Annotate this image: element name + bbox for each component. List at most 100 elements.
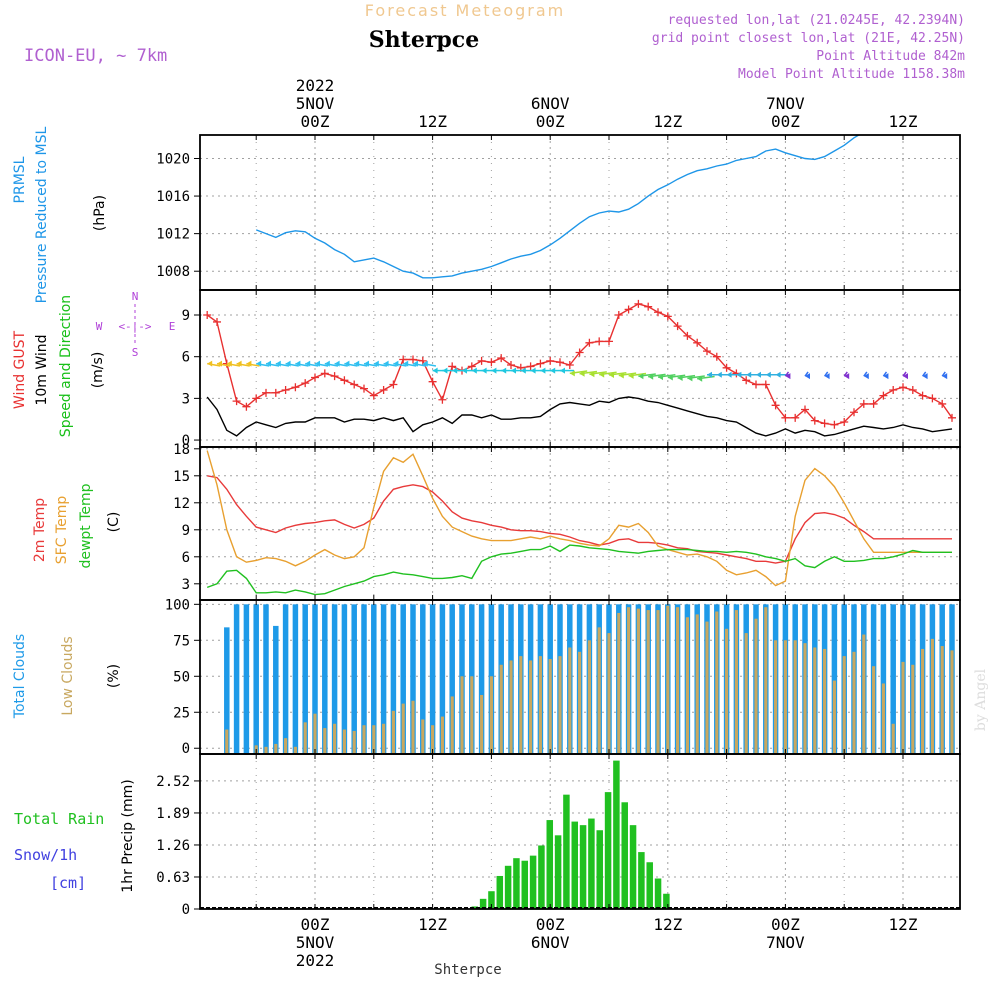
- bottom-time-label: 00Z: [301, 915, 330, 934]
- wind-arrow-head: [334, 360, 340, 367]
- model-altitude: Model Point Altitude 1158.38m: [738, 67, 965, 82]
- wind-arrow-head: [226, 360, 232, 367]
- cloud-bar-total: [341, 604, 348, 754]
- wind-arrow-head: [824, 373, 830, 380]
- wind-arrow-head: [364, 360, 369, 367]
- cloud-bar-low: [391, 710, 395, 754]
- cloud-bar-low: [881, 683, 885, 754]
- cloud-bar-total: [449, 604, 455, 754]
- wind-arrow-head: [785, 373, 791, 380]
- cloud-bar-total: [351, 604, 357, 754]
- wind-arrow-head: [599, 371, 605, 378]
- wind-arrow-head: [560, 367, 565, 374]
- pressure-unit: (hPa): [92, 195, 108, 231]
- cloud-bar-low: [587, 640, 591, 754]
- cloud-bar-total: [390, 604, 397, 754]
- wind-arrow-head: [658, 374, 663, 381]
- precip-bar: [479, 898, 487, 909]
- cloud-bar-low: [489, 676, 493, 754]
- cloud-bar-low: [352, 730, 356, 754]
- compass-s: S: [132, 346, 139, 359]
- gust-marker: [369, 391, 378, 400]
- precip-bar: [521, 860, 529, 909]
- cloud-bar-low: [597, 627, 601, 754]
- y-tick-label: 0.63: [156, 870, 190, 886]
- compass-n: N: [132, 290, 139, 303]
- sfc-label: SFC Temp: [54, 496, 70, 565]
- gust-marker: [781, 413, 790, 422]
- wind-direction-arrow: [843, 371, 848, 377]
- gust-marker: [526, 362, 535, 371]
- wind-arrow-head: [511, 367, 516, 374]
- precip-bar: [646, 862, 653, 909]
- precip-bar: [588, 818, 595, 909]
- top-time-label: 6NOV: [531, 94, 570, 113]
- snow-label: Snow/1h: [14, 846, 77, 864]
- precip-bar: [504, 865, 512, 909]
- cloud-bar-total: [224, 627, 230, 754]
- cloud-bar-low: [382, 723, 386, 754]
- cloud-bar-low: [440, 716, 444, 754]
- precip-bar: [629, 825, 637, 909]
- cloud-bar-low: [617, 612, 621, 754]
- series-line-10m-wind: [206, 396, 953, 437]
- bottom-time-label: 5NOV: [296, 933, 335, 952]
- wind-arrow-head: [491, 367, 497, 374]
- dew-label: dewpt Temp: [78, 483, 94, 568]
- y-tick-label: 3: [182, 577, 190, 593]
- cloud-bar-low: [666, 605, 670, 754]
- wind-arrow-head: [354, 360, 360, 367]
- y-tick-label: 25: [173, 705, 190, 721]
- gust-marker: [654, 308, 662, 317]
- wind-arrow-head: [246, 360, 252, 367]
- cloud-bar-total: [420, 604, 426, 754]
- wind-arrow-head: [677, 374, 683, 381]
- cloud-bar-low: [284, 738, 288, 754]
- gust-marker: [565, 361, 574, 370]
- wind-arrow-head: [305, 360, 311, 367]
- t2m-label: 2m Temp: [32, 498, 48, 562]
- gust-marker: [487, 358, 496, 367]
- wind-arrow-head: [413, 360, 418, 367]
- cloud-bar-low: [421, 719, 425, 754]
- gust-marker: [585, 338, 594, 347]
- wind-arrow-head: [393, 360, 399, 367]
- cloud-bar-low: [313, 713, 317, 754]
- cloud-bar-total: [890, 604, 896, 754]
- gust-marker: [820, 419, 829, 428]
- plot-area-temperature: [206, 450, 952, 596]
- bottom-time-label: 12Z: [418, 915, 447, 934]
- cloud-bar-total: [273, 625, 279, 754]
- wind-arrow-head: [726, 371, 732, 378]
- series-line-sfc-temp: [206, 450, 952, 587]
- gust-marker: [752, 380, 760, 389]
- wind-arrow-head: [746, 371, 752, 378]
- bottom-time-label: 00Z: [771, 915, 800, 934]
- plot-area-pressure: [255, 135, 861, 279]
- gridpoint-coords: grid point closest lon,lat (21E, 42.25N): [652, 31, 965, 46]
- cloud-bar-low: [862, 634, 866, 754]
- cloud-bar-low: [783, 640, 787, 754]
- wind-arrow-head: [756, 371, 761, 378]
- cloud-bar-total: [302, 604, 308, 754]
- gust-marker: [948, 413, 956, 422]
- cloud-bar-total: [439, 604, 446, 754]
- y-tick-label: 18: [173, 442, 190, 458]
- point-altitude: Point Altitude 842m: [816, 49, 965, 64]
- cloud-bar-low: [842, 656, 846, 754]
- wind-arrow-head: [883, 373, 889, 380]
- cloud-bar-low: [323, 728, 327, 754]
- wind-arrow-head: [687, 375, 693, 382]
- bottom-time-label: 12Z: [653, 915, 682, 934]
- gust-marker: [497, 354, 506, 363]
- gust-marker: [712, 352, 721, 361]
- gust-marker: [644, 302, 653, 311]
- cloud-bar-low: [274, 743, 278, 754]
- panel-precipitation: 0 0.63 1.26 1.89 2.52: [156, 753, 961, 918]
- top-time-label: 7NOV: [766, 94, 805, 113]
- compass-w: W: [96, 320, 103, 333]
- cloud-bar-low: [774, 640, 778, 754]
- wind-arrow-head: [716, 371, 722, 378]
